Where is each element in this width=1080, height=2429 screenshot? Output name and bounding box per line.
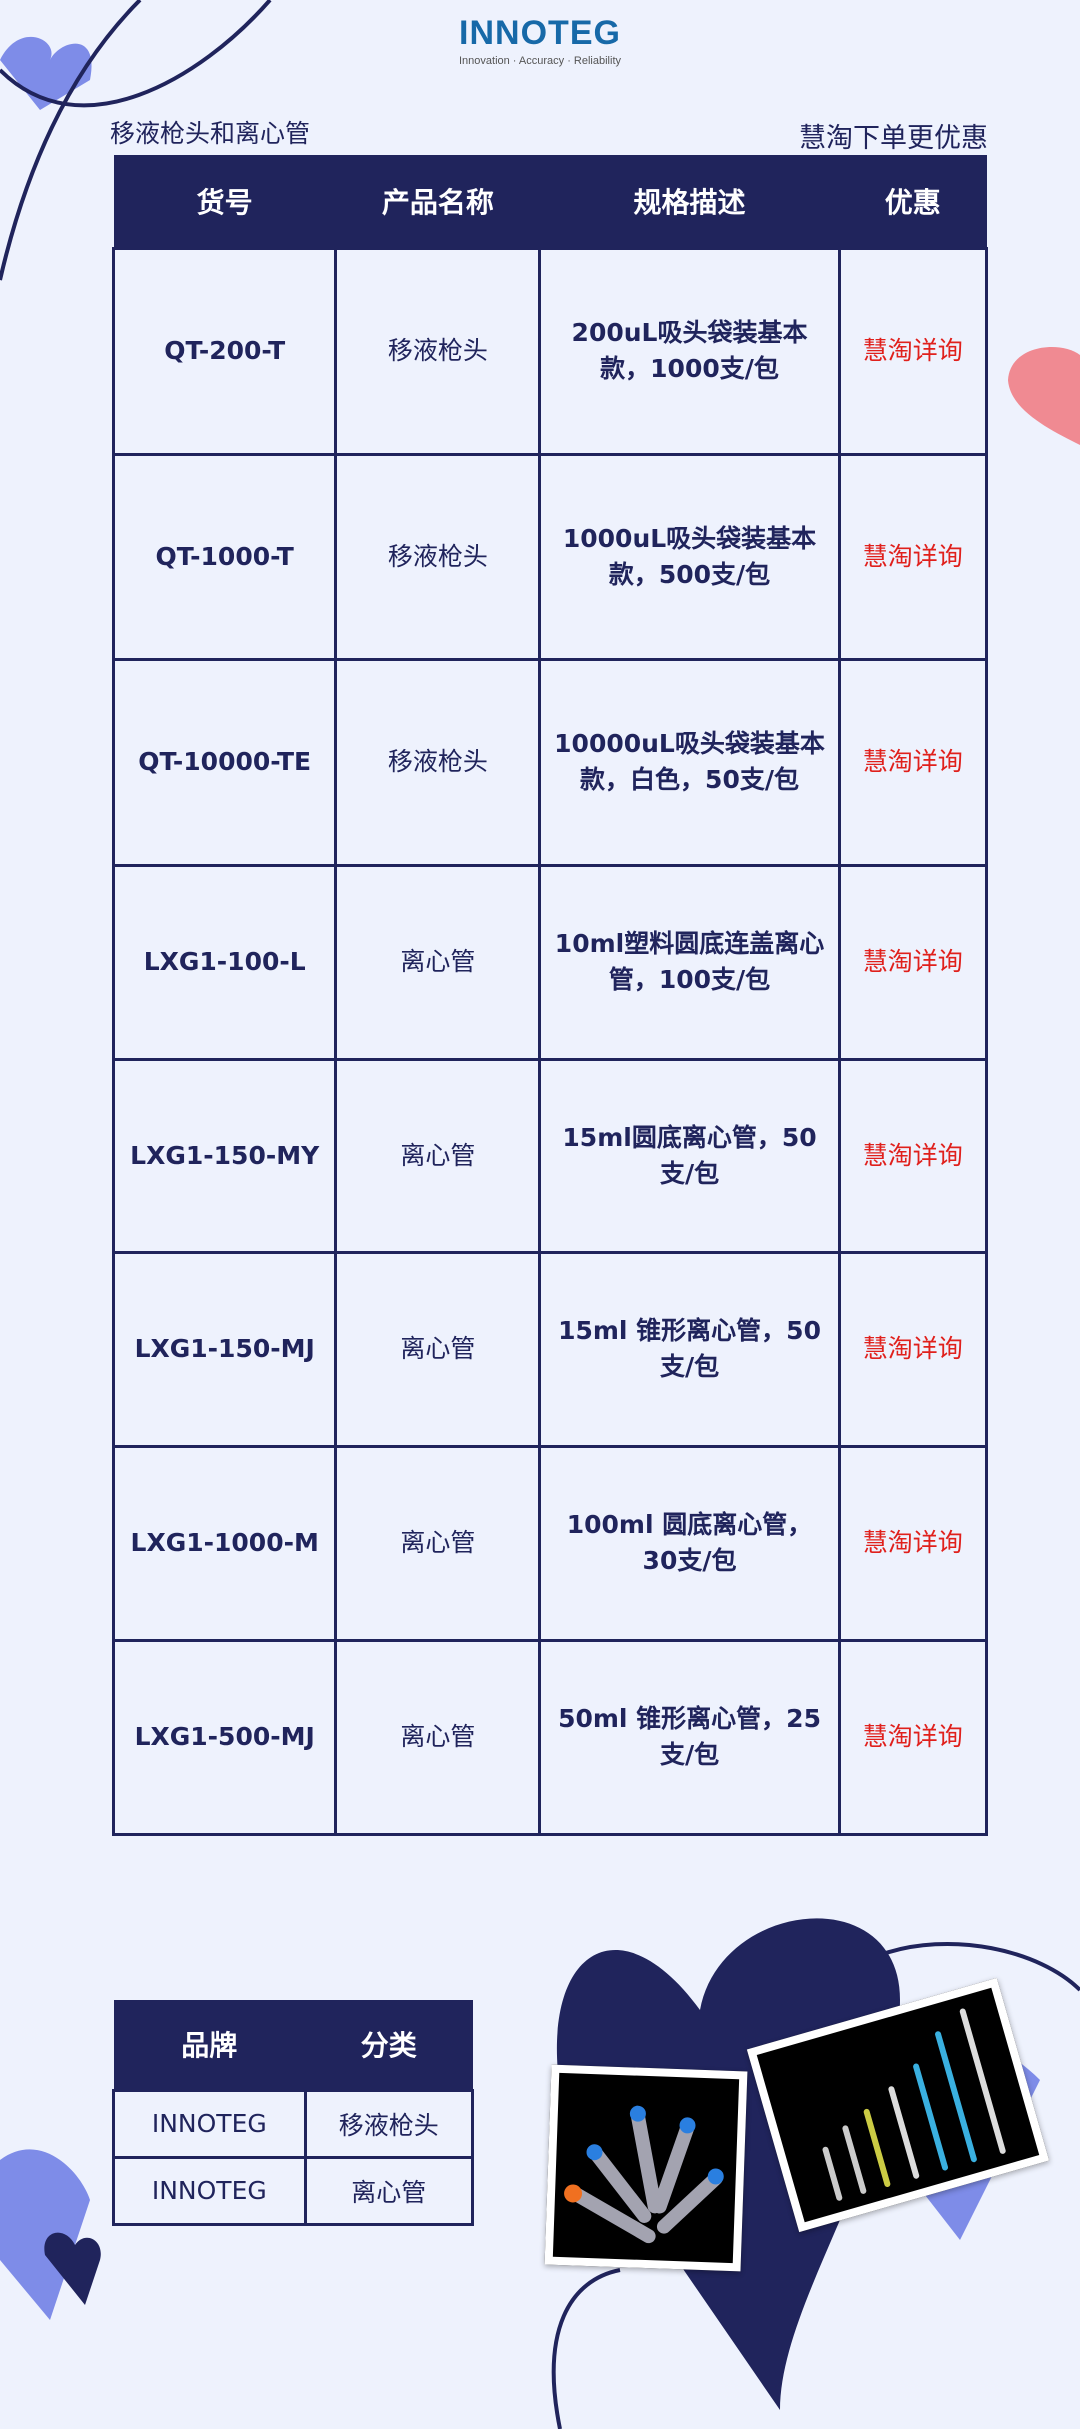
code-cell: QT-1000-T <box>111 452 338 661</box>
spec-cell: 1000uL吸头袋装基本款，500支/包 <box>538 452 841 661</box>
table-row: LXG1-150-MJ 离心管 15ml 锥形离心管，50支/包 慧淘详询 <box>111 1250 989 1448</box>
logo-wordmark: INNOTEG <box>459 14 621 52</box>
table-row: LXG1-150-MY 离心管 15ml圆底离心管，50支/包 慧淘详询 <box>111 1057 989 1254</box>
spec-cell: 10000uL吸头袋装基本款，白色，50支/包 <box>538 657 841 867</box>
promo-link[interactable]: 慧淘详询 <box>837 863 989 1061</box>
section-title: 移液枪头和离心管 <box>110 119 311 148</box>
heart-icon <box>0 2149 90 2320</box>
spec-cell: 200uL吸头袋装基本款，1000支/包 <box>538 246 841 456</box>
table-row: QT-1000-T 移液枪头 1000uL吸头袋装基本款，500支/包 慧淘详询 <box>111 452 989 661</box>
heart-icon <box>44 2232 101 2305</box>
innoteg-logo: INNOTEG Innovation · Accuracy · Reliabil… <box>440 14 640 94</box>
code-cell: QT-10000-TE <box>111 657 338 867</box>
table-row: QT-200-T 移液枪头 200uL吸头袋装基本款，1000支/包 慧淘详询 <box>111 246 989 456</box>
promo-link[interactable]: 慧淘详询 <box>837 657 989 867</box>
header-promo: 优惠 <box>839 155 987 248</box>
table-row: LXG1-1000-M 离心管 100ml 圆底离心管，30支/包 慧淘详询 <box>111 1444 989 1642</box>
brand-cell: INNOTEG <box>112 2088 307 2159</box>
code-cell: LXG1-150-MJ <box>111 1250 338 1448</box>
header-category: 分类 <box>305 2000 473 2090</box>
header-spec: 规格描述 <box>539 155 840 248</box>
spec-cell: 15ml 锥形离心管，50支/包 <box>538 1250 841 1448</box>
table-row: INNOTEG 离心管 <box>112 2155 475 2226</box>
promo-link[interactable]: 慧淘详询 <box>837 1057 989 1254</box>
table-row: QT-10000-TE 移液枪头 10000uL吸头袋装基本款，白色，50支/包 慧淘… <box>111 657 989 867</box>
code-cell: LXG1-1000-M <box>111 1444 338 1642</box>
product-name-cell: 离心管 <box>334 1638 542 1836</box>
product-name-cell: 离心管 <box>334 1057 542 1254</box>
product-name-cell: 移液枪头 <box>334 452 542 661</box>
product-name-cell: 离心管 <box>334 1250 542 1448</box>
code-cell: LXG1-150-MY <box>111 1057 338 1254</box>
promo-link[interactable]: 慧淘详询 <box>837 1444 989 1642</box>
table-row: LXG1-500-MJ 离心管 50ml 锥形离心管，25支/包 慧淘详询 <box>111 1638 989 1836</box>
promo-note: 慧淘下单更优惠 <box>799 123 988 154</box>
centrifuge-tubes-photo <box>544 2064 748 2272</box>
code-cell: QT-200-T <box>111 246 338 456</box>
category-cell: 离心管 <box>303 2155 475 2226</box>
product-name-cell: 离心管 <box>334 1444 542 1642</box>
promo-link[interactable]: 慧淘详询 <box>837 452 989 661</box>
table-row: INNOTEG 移液枪头 <box>112 2088 475 2159</box>
header-brand: 品牌 <box>113 2000 306 2090</box>
promo-link[interactable]: 慧淘详询 <box>837 1638 989 1836</box>
spec-cell: 100ml 圆底离心管，30支/包 <box>538 1444 841 1642</box>
promo-link[interactable]: 慧淘详询 <box>837 246 989 456</box>
pipette-tips-photo <box>746 1977 1050 2233</box>
code-cell: LXG1-500-MJ <box>111 1638 338 1836</box>
brand-table: 品牌 分类 INNOTEG 移液枪头 INNOTEG 离心管 <box>112 2000 475 2226</box>
category-cell: 移液枪头 <box>303 2088 475 2159</box>
product-name-cell: 离心管 <box>334 863 542 1061</box>
table-header: 品牌 分类 <box>113 2000 473 2090</box>
table-header: 货号 产品名称 规格描述 优惠 <box>113 155 987 248</box>
code-cell: LXG1-100-L <box>111 863 338 1061</box>
header-code: 货号 <box>113 155 336 248</box>
promo-link[interactable]: 慧淘详询 <box>837 1250 989 1448</box>
heart-icon <box>1008 347 1080 445</box>
header-name: 产品名称 <box>335 155 540 248</box>
brand-cell: INNOTEG <box>112 2155 307 2226</box>
spec-cell: 15ml圆底离心管，50支/包 <box>538 1057 841 1254</box>
logo-tagline: Innovation · Accuracy · Reliability <box>458 55 621 67</box>
spec-cell: 10ml塑料圆底连盖离心管，100支/包 <box>538 863 841 1061</box>
product-table: 货号 产品名称 规格描述 优惠 QT-200-T 移液枪头 200uL吸头袋装基本款… <box>111 155 989 1836</box>
product-name-cell: 移液枪头 <box>334 657 542 867</box>
table-row: LXG1-100-L 离心管 10ml塑料圆底连盖离心管，100支/包 慧淘详询 <box>111 863 989 1061</box>
product-name-cell: 移液枪头 <box>334 246 542 456</box>
spec-cell: 50ml 锥形离心管，25支/包 <box>538 1638 841 1836</box>
